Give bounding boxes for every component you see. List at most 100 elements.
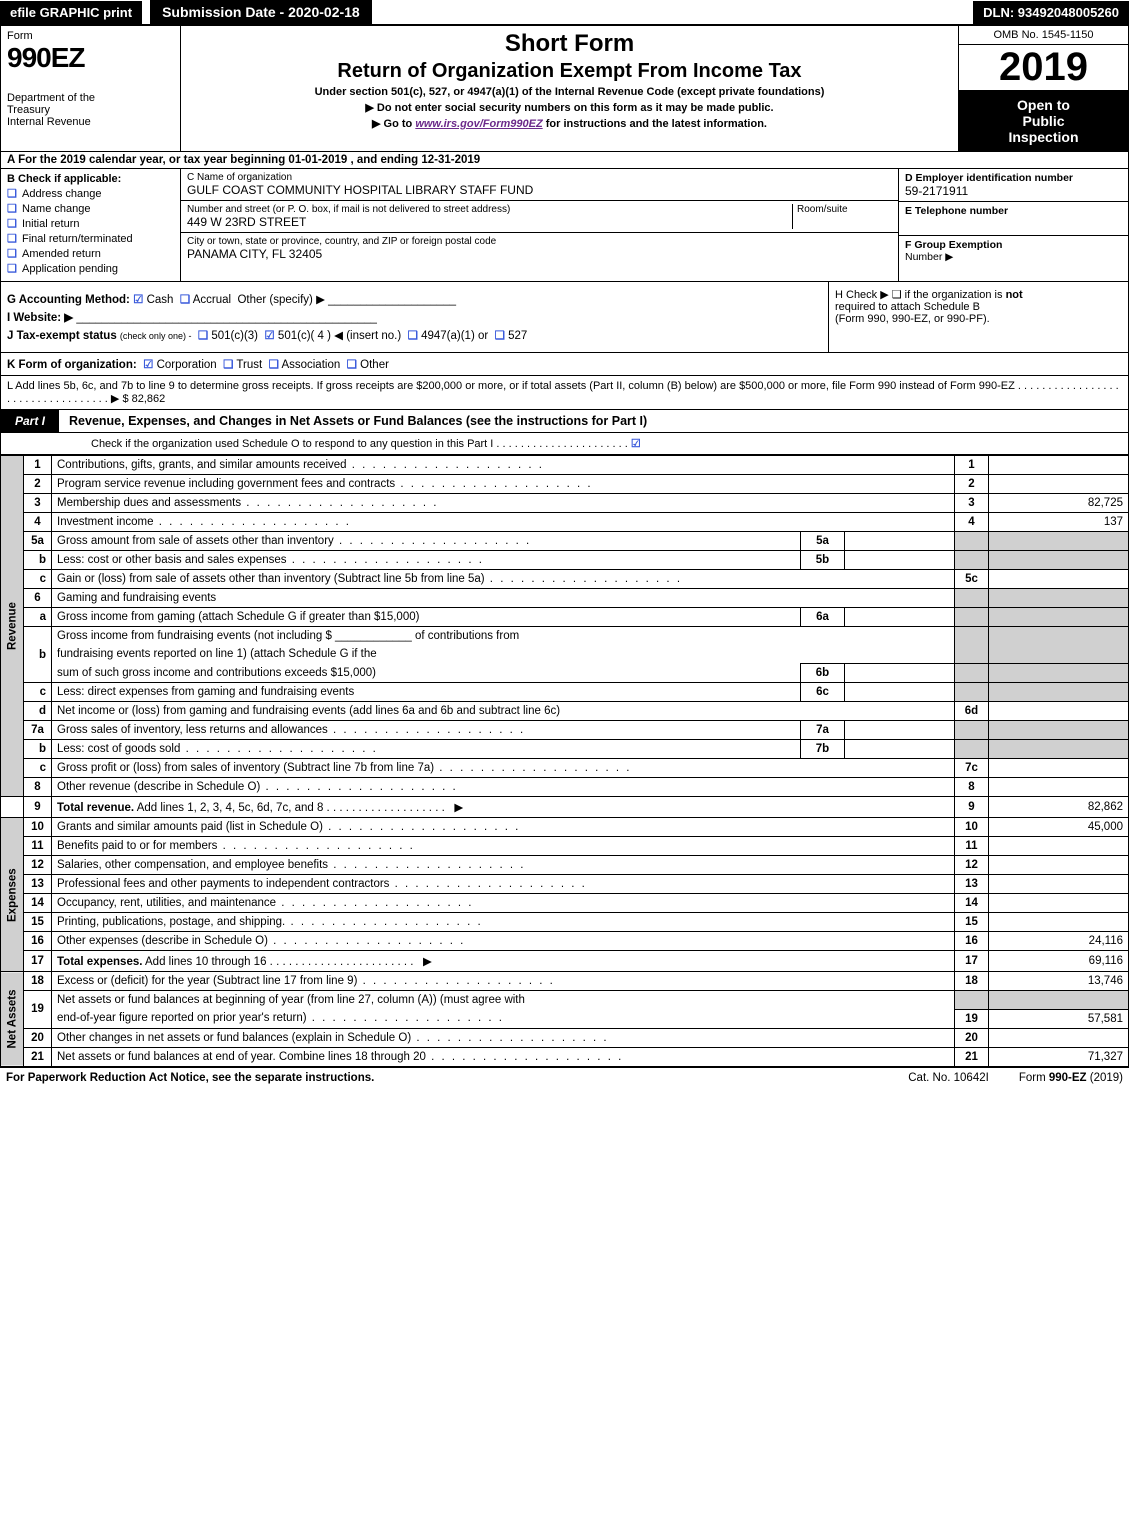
chk-initial-return[interactable]: ❑Initial return — [7, 217, 174, 230]
schedule-o-check[interactable]: ☑ — [631, 438, 641, 450]
line-amt: 82,862 — [989, 797, 1129, 818]
line-col-shade — [955, 532, 989, 551]
total-rev-label: Total revenue. — [57, 802, 134, 814]
line-num: c — [24, 570, 52, 589]
line-col-shade — [955, 551, 989, 570]
line-desc: Grants and similar amounts paid (list in… — [57, 821, 520, 833]
chk-application-pending[interactable]: ❑Application pending — [7, 262, 174, 275]
line-num: b — [24, 627, 52, 683]
chk-name-change[interactable]: ❑Name change — [7, 202, 174, 215]
line-col: 18 — [955, 972, 989, 991]
h-text3: (Form 990, 990-EZ, or 990-PF). — [835, 313, 990, 325]
j-opt3: 4947(a)(1) or — [421, 330, 488, 342]
phone-box: E Telephone number — [899, 202, 1128, 236]
line-col: 20 — [955, 1028, 989, 1047]
h-not: not — [1006, 289, 1023, 301]
line-18: Net Assets 18 Excess or (deficit) for th… — [1, 972, 1129, 991]
line-num: 20 — [24, 1028, 52, 1047]
line-num: 11 — [24, 837, 52, 856]
k-form-of-org: K Form of organization: ☑ Corporation ❑ … — [0, 353, 1129, 376]
chk-cash[interactable]: ☑ — [133, 294, 143, 306]
form-ref-pre: Form — [1019, 1072, 1049, 1084]
line-amt — [989, 702, 1129, 721]
chk-527[interactable]: ❑ — [495, 330, 505, 342]
line-num: 12 — [24, 856, 52, 875]
irs-link[interactable]: www.irs.gov/Form990EZ — [415, 118, 542, 130]
sub-val — [845, 532, 955, 551]
sub-num: 7a — [801, 721, 845, 740]
line-7b: b Less: cost of goods sold 7b — [1, 740, 1129, 759]
line-desc: fundraising events reported on line 1) (… — [52, 645, 955, 664]
line-desc: Professional fees and other payments to … — [57, 878, 587, 890]
chk-final-return[interactable]: ❑Final return/terminated — [7, 232, 174, 245]
line-desc: Contributions, gifts, grants, and simila… — [57, 459, 544, 471]
line-col: 17 — [955, 951, 989, 972]
line-13: 13 Professional fees and other payments … — [1, 875, 1129, 894]
line-amt — [989, 856, 1129, 875]
line-num: 5a — [24, 532, 52, 551]
org-city: PANAMA CITY, FL 32405 — [187, 247, 892, 261]
line-amt — [989, 759, 1129, 778]
j-tax-exempt: J Tax-exempt status (check only one) - ❑… — [7, 328, 822, 342]
chk-label: Initial return — [22, 218, 79, 230]
line-7a: 7a Gross sales of inventory, less return… — [1, 721, 1129, 740]
line-amt-shade — [989, 532, 1129, 551]
chk-501c[interactable]: ☑ — [264, 330, 274, 342]
net-assets-side-label: Net Assets — [1, 972, 24, 1067]
line-num: b — [24, 551, 52, 570]
line-amt: 13,746 — [989, 972, 1129, 991]
ein-value: 59-2171911 — [905, 184, 1122, 198]
line-5b: b Less: cost or other basis and sales ex… — [1, 551, 1129, 570]
line-19-2: end-of-year figure reported on prior yea… — [1, 1009, 1129, 1028]
line-11: 11 Benefits paid to or for members 11 — [1, 837, 1129, 856]
sub-val — [845, 664, 955, 683]
line-2: 2 Program service revenue including gove… — [1, 475, 1129, 494]
chk-trust[interactable]: ❑ — [223, 359, 233, 371]
chk-501c3[interactable]: ❑ — [198, 330, 208, 342]
page-footer: For Paperwork Reduction Act Notice, see … — [0, 1067, 1129, 1088]
chk-corp[interactable]: ☑ — [143, 359, 153, 371]
chk-amended-return[interactable]: ❑Amended return — [7, 247, 174, 260]
k-label: K Form of organization: — [7, 359, 137, 371]
line-6: 6 Gaming and fundraising events — [1, 589, 1129, 608]
line-desc: Other changes in net assets or fund bala… — [57, 1032, 609, 1044]
line-num: 19 — [24, 991, 52, 1029]
section-c: C Name of organization GULF COAST COMMUN… — [181, 169, 898, 281]
line-desc: Membership dues and assessments — [57, 497, 439, 509]
line-col-shade — [955, 627, 989, 664]
line-col-shade — [955, 740, 989, 759]
line-num: 21 — [24, 1047, 52, 1066]
part-i-header: Part I Revenue, Expenses, and Changes in… — [0, 410, 1129, 433]
chk-4947[interactable]: ❑ — [408, 330, 418, 342]
goto-line: ▶ Go to www.irs.gov/Form990EZ for instru… — [189, 117, 950, 130]
line-desc: Investment income — [57, 516, 351, 528]
efile-print-button[interactable]: efile GRAPHIC print — [0, 1, 142, 24]
arrow-icon: ▶ — [454, 802, 463, 814]
chk-address-change[interactable]: ❑Address change — [7, 187, 174, 200]
h-schedule-b: H Check ▶ ❑ if the organization is not r… — [828, 282, 1128, 352]
line-col: 1 — [955, 456, 989, 475]
e-label: E Telephone number — [905, 205, 1122, 217]
goto-post: for instructions and the latest informat… — [543, 118, 767, 130]
line-amt — [989, 875, 1129, 894]
other-label: Other (specify) ▶ — [237, 294, 324, 306]
line-3: 3 Membership dues and assessments 3 82,7… — [1, 494, 1129, 513]
line-col-shade — [955, 721, 989, 740]
group-exemption-box: F Group Exemption Number ▶ — [899, 236, 1128, 281]
line-amt — [989, 475, 1129, 494]
line-desc: Excess or (deficit) for the year (Subtra… — [57, 975, 555, 987]
line-amt — [989, 1028, 1129, 1047]
line-desc: Net income or (loss) from gaming and fun… — [52, 702, 955, 721]
line-12: 12 Salaries, other compensation, and emp… — [1, 856, 1129, 875]
line-col: 12 — [955, 856, 989, 875]
line-col: 19 — [955, 1009, 989, 1028]
chk-other-org[interactable]: ❑ — [347, 359, 357, 371]
part-i-title: Revenue, Expenses, and Changes in Net As… — [69, 414, 647, 428]
chk-assoc[interactable]: ❑ — [269, 359, 279, 371]
part-i-sub: Check if the organization used Schedule … — [91, 438, 628, 450]
chk-accrual[interactable]: ❑ — [180, 294, 190, 306]
line-col: 14 — [955, 894, 989, 913]
line-desc: Gross amount from sale of assets other t… — [57, 535, 531, 547]
sub-val — [845, 551, 955, 570]
top-bar: efile GRAPHIC print Submission Date - 20… — [0, 0, 1129, 25]
